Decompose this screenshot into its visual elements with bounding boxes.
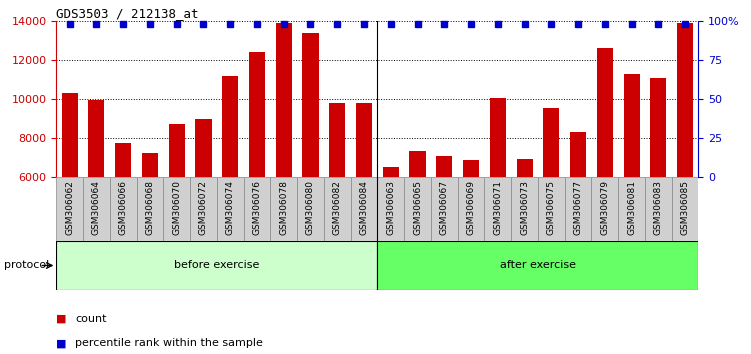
Text: GSM306084: GSM306084 (360, 180, 369, 235)
Bar (329, 103, 345, 294)
Text: GSM306062: GSM306062 (65, 180, 74, 235)
Bar (89, 100, 104, 294)
Bar (597, 48, 613, 294)
Text: GSM306063: GSM306063 (386, 180, 395, 235)
Bar (436, 156, 452, 294)
Bar (243, 177, 270, 241)
Bar (517, 159, 532, 294)
Text: GSM306080: GSM306080 (306, 180, 315, 235)
Text: GSM306068: GSM306068 (146, 180, 155, 235)
Text: GSM306072: GSM306072 (199, 180, 208, 235)
Bar (565, 177, 592, 241)
Bar (490, 98, 506, 294)
Bar (650, 78, 666, 294)
Bar (276, 23, 292, 294)
Text: GSM306071: GSM306071 (493, 180, 502, 235)
Bar (169, 125, 185, 294)
Bar (457, 177, 484, 241)
Text: after exercise: after exercise (500, 261, 576, 270)
Bar (645, 177, 671, 241)
Bar (249, 52, 265, 294)
Bar (303, 33, 318, 294)
Text: ■: ■ (56, 338, 67, 348)
Bar (623, 74, 640, 294)
Text: protocol: protocol (4, 261, 49, 270)
Text: GSM306083: GSM306083 (654, 180, 663, 235)
Bar (110, 177, 137, 241)
Text: GSM306082: GSM306082 (333, 180, 342, 235)
Bar (543, 108, 559, 294)
Bar (115, 143, 131, 294)
Bar (351, 177, 377, 241)
Text: GSM306076: GSM306076 (252, 180, 261, 235)
Bar (62, 93, 78, 294)
Text: GSM306085: GSM306085 (680, 180, 689, 235)
Bar (671, 177, 698, 241)
Text: GSM306073: GSM306073 (520, 180, 529, 235)
Text: ■: ■ (56, 314, 67, 324)
Text: GSM306075: GSM306075 (547, 180, 556, 235)
Bar (190, 177, 217, 241)
Bar (570, 132, 586, 294)
Bar (378, 241, 698, 290)
Bar (592, 177, 618, 241)
Bar (217, 177, 243, 241)
Text: before exercise: before exercise (174, 261, 260, 270)
Bar (56, 177, 83, 241)
Bar (142, 153, 158, 294)
Bar (677, 23, 693, 294)
Text: GSM306065: GSM306065 (413, 180, 422, 235)
Bar (163, 177, 190, 241)
Text: GSM306074: GSM306074 (226, 180, 235, 235)
Bar (378, 177, 404, 241)
Bar (484, 177, 511, 241)
Text: GSM306066: GSM306066 (119, 180, 128, 235)
Text: GSM306078: GSM306078 (279, 180, 288, 235)
Bar (83, 177, 110, 241)
Bar (463, 160, 479, 294)
Text: GSM306064: GSM306064 (92, 180, 101, 235)
Text: GSM306070: GSM306070 (172, 180, 181, 235)
Bar (356, 103, 372, 294)
Bar (511, 177, 538, 241)
Bar (404, 177, 431, 241)
Text: GSM306081: GSM306081 (627, 180, 636, 235)
Bar (195, 119, 212, 294)
Text: GSM306077: GSM306077 (574, 180, 583, 235)
Bar (431, 177, 457, 241)
Bar (270, 177, 297, 241)
Text: GSM306069: GSM306069 (466, 180, 475, 235)
Bar (618, 177, 645, 241)
Text: GSM306079: GSM306079 (600, 180, 609, 235)
Text: count: count (75, 314, 107, 324)
Bar (56, 241, 378, 290)
Bar (222, 76, 238, 294)
Bar (409, 151, 426, 294)
Bar (324, 177, 351, 241)
Text: GDS3503 / 212138_at: GDS3503 / 212138_at (56, 7, 199, 20)
Text: GSM306067: GSM306067 (440, 180, 449, 235)
Bar (383, 167, 399, 294)
Bar (538, 177, 565, 241)
Text: percentile rank within the sample: percentile rank within the sample (75, 338, 263, 348)
Bar (297, 177, 324, 241)
Bar (137, 177, 164, 241)
